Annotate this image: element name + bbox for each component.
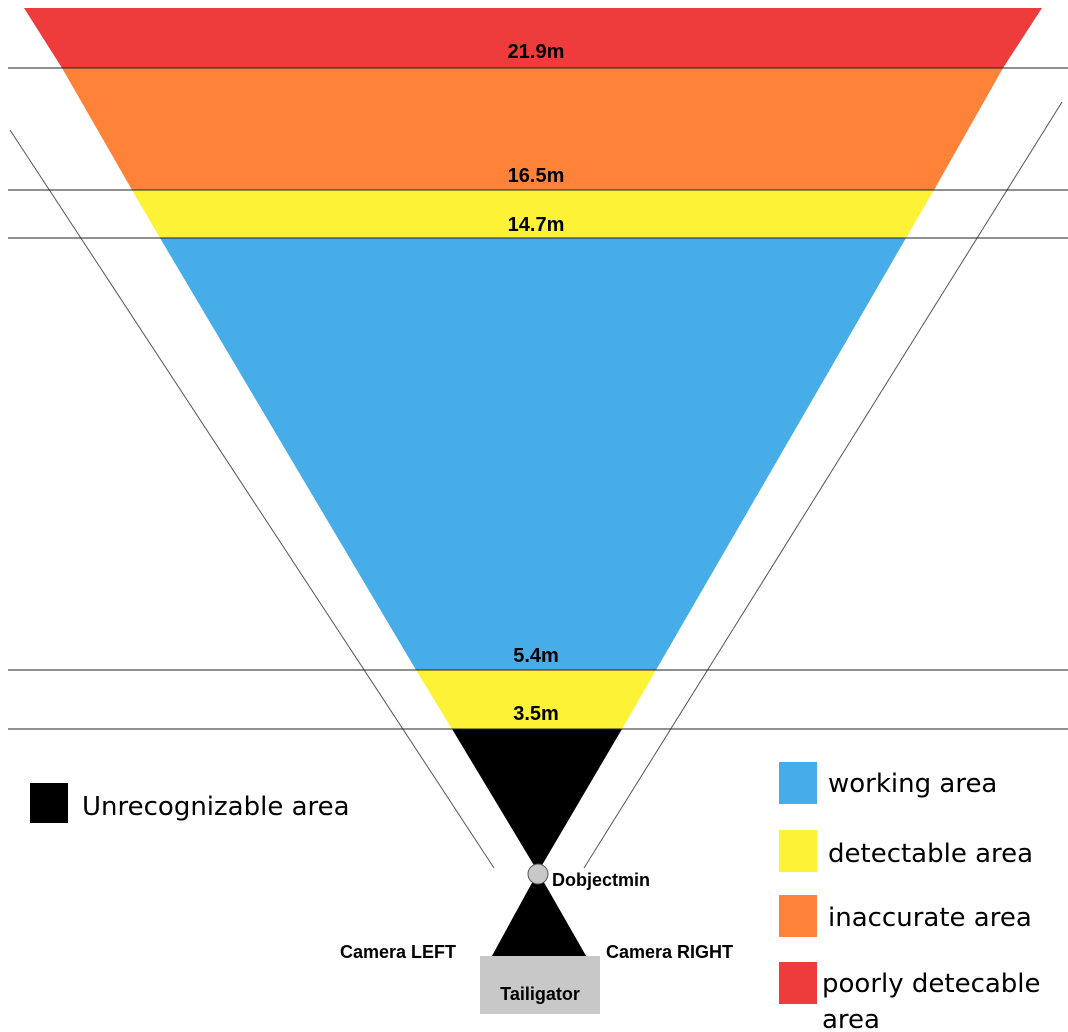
legend-swatch-inaccurate bbox=[779, 895, 817, 937]
legend-label-poorly-line1: poorly detecable bbox=[822, 969, 1041, 999]
legend-swatch-detectable bbox=[779, 830, 817, 872]
unrecognizable-zone-lower-cone bbox=[492, 872, 586, 956]
legend-swatch-working bbox=[779, 762, 817, 804]
inaccurate-zone bbox=[62, 68, 1003, 190]
legend-swatch-unrecognizable bbox=[30, 783, 68, 823]
distance-label-14-7: 14.7m bbox=[508, 214, 565, 236]
distance-label-16-5: 16.5m bbox=[508, 165, 565, 187]
distance-label-5-4: 5.4m bbox=[513, 645, 559, 667]
distance-label-21-9: 21.9m bbox=[508, 41, 565, 63]
detectable-zone-near bbox=[416, 670, 656, 729]
unrecognizable-zone-upper bbox=[452, 729, 622, 872]
camera-left-label: Camera LEFT bbox=[340, 942, 456, 962]
object-min-point bbox=[527, 863, 549, 885]
legend-label-working: working area bbox=[828, 769, 997, 799]
camera-right-fov-line bbox=[583, 101, 1063, 869]
legend-swatch-poorly bbox=[779, 962, 817, 1004]
vehicle-label: Tailigator bbox=[500, 984, 580, 1004]
camera-left-fov-line bbox=[9, 129, 495, 869]
vehicle-body bbox=[480, 956, 600, 1014]
working-zone bbox=[160, 238, 906, 670]
distance-label-3-5: 3.5m bbox=[513, 703, 559, 725]
legend-label-unrecognizable: Unrecognizable area bbox=[82, 792, 350, 822]
camera-right-label: Camera RIGHT bbox=[606, 942, 733, 962]
detectable-zone-far bbox=[132, 190, 934, 238]
legend-label-detectable: detectable area bbox=[828, 839, 1033, 869]
object-min-label: Dobjectmin bbox=[552, 870, 650, 890]
poorly-detectable-zone bbox=[24, 8, 1042, 68]
legend-label-inaccurate: inaccurate area bbox=[828, 903, 1032, 933]
legend-label-poorly-line2: area bbox=[822, 1005, 880, 1032]
